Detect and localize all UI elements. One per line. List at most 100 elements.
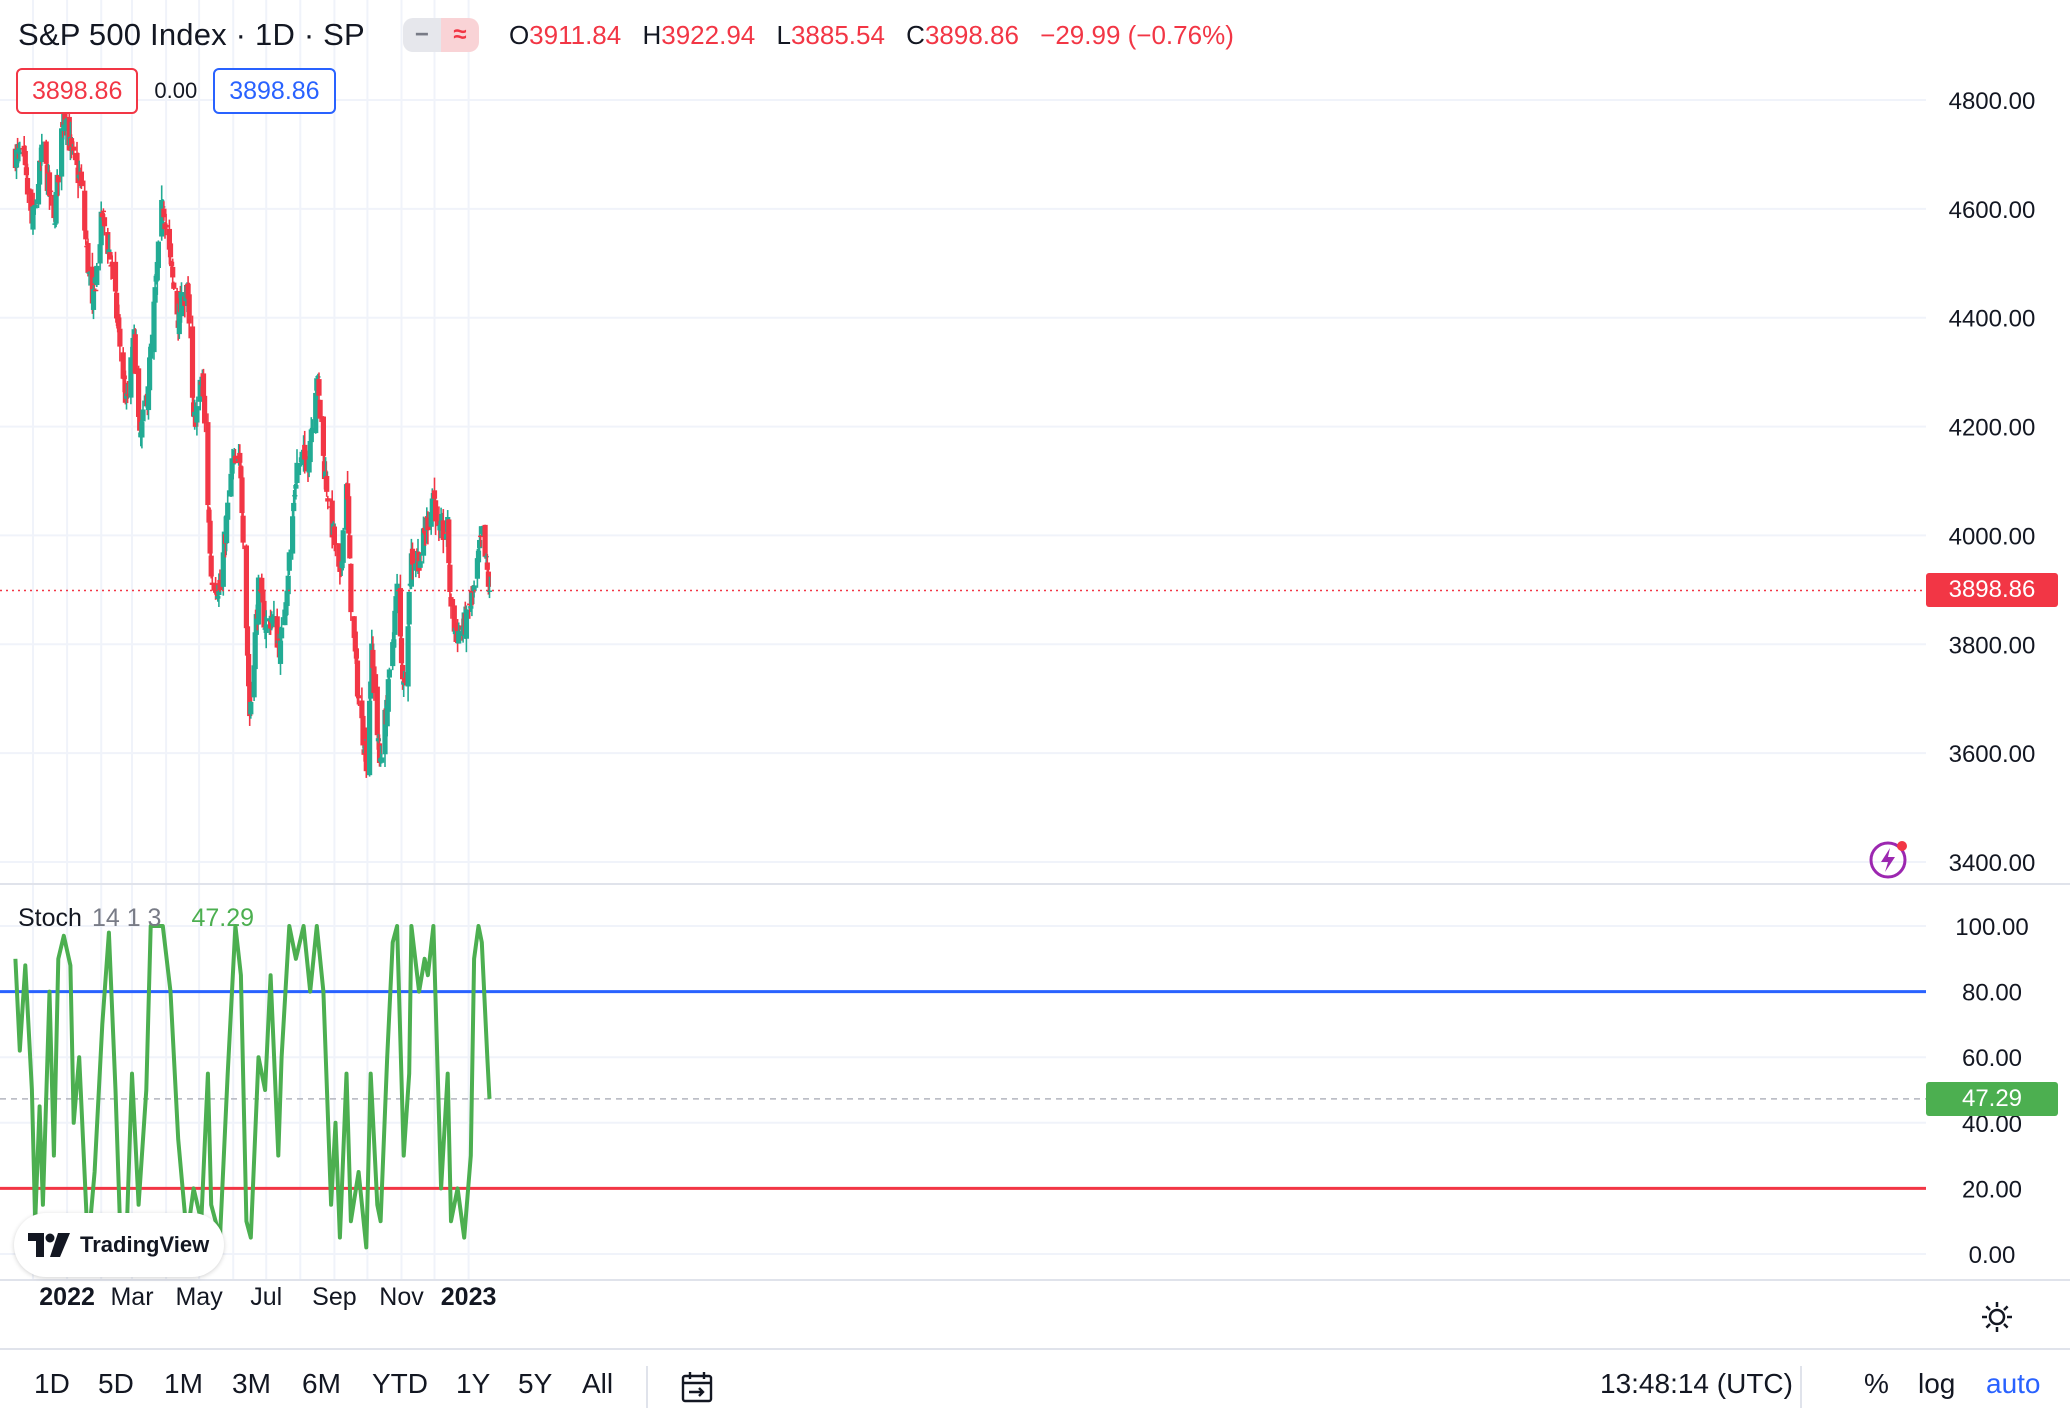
range-5y-button[interactable]: 5Y (518, 1368, 553, 1399)
candle-body (351, 616, 357, 638)
candle-body (30, 206, 36, 230)
candle-body (13, 148, 20, 168)
price-axis-tick: 4000.00 (1949, 523, 2036, 550)
stoch-series (13, 924, 492, 1250)
candle-body (285, 575, 291, 595)
settings-gear-icon[interactable] (1980, 1300, 2014, 1334)
candle-body (228, 473, 234, 497)
candle-body (446, 519, 452, 564)
candle-body (316, 379, 322, 396)
candle-body (329, 500, 335, 538)
candle-body (167, 243, 174, 258)
log-scale-toggle[interactable]: log (1918, 1368, 1956, 1399)
candle-body (284, 590, 290, 606)
candle-body (440, 520, 446, 541)
candle-body (346, 496, 352, 534)
auto-scale-toggle[interactable]: auto (1986, 1368, 2041, 1399)
sell-price-box[interactable]: 3898.86 (16, 68, 139, 114)
clock-readout[interactable]: 13:48:14 (UTC) (1600, 1368, 1793, 1399)
range-1d-button[interactable]: 1D (34, 1368, 70, 1399)
candle-body (98, 211, 104, 246)
lightning-icon[interactable] (1868, 840, 1908, 880)
candle-body (313, 392, 319, 434)
candle-body (24, 177, 31, 195)
candle-body (308, 429, 314, 443)
symbol-title[interactable]: S&P 500 Index · 1D · SP (18, 17, 365, 52)
percent-scale-toggle[interactable]: % (1864, 1368, 1889, 1399)
candle-body (392, 610, 398, 635)
candle-body (390, 642, 396, 667)
chart-canvas[interactable]: 4800.00 4600.00 4400.00 4200.00 4000.00 3800.… (0, 0, 2070, 1348)
candle-body (468, 606, 474, 609)
candle-body (268, 620, 274, 629)
candle-body (332, 543, 339, 545)
candle-body (105, 232, 111, 254)
candle-body (40, 146, 46, 149)
buy-price-box[interactable]: 3898.86 (213, 68, 336, 114)
tradingview-icon (28, 1233, 70, 1257)
candle-body (224, 515, 230, 544)
approx-icon[interactable]: ≈ (440, 18, 479, 52)
candle-body (52, 223, 58, 225)
candle-body (152, 287, 158, 303)
candle-body (397, 588, 403, 637)
candle-body (263, 624, 269, 633)
candle-body (197, 379, 203, 402)
time-axis-tick: May (175, 1283, 223, 1311)
candle-body (238, 466, 244, 479)
range-all-button[interactable]: All (582, 1368, 614, 1399)
candle-body (331, 526, 337, 546)
candle-body (484, 562, 490, 570)
candle-body (145, 386, 152, 411)
candle-body (62, 108, 68, 125)
range-1m-button[interactable]: 1M (164, 1368, 203, 1399)
candle-body (78, 171, 84, 187)
minus-icon[interactable]: − (402, 18, 441, 52)
candle-body (391, 639, 397, 648)
candle-body (161, 208, 167, 218)
high-label: H (642, 19, 662, 50)
candle-body (100, 210, 106, 213)
candle-body (456, 631, 462, 644)
stoch-legend[interactable]: Stoch 14 1 3 47.29 (18, 904, 254, 933)
range-5d-button[interactable]: 5D (98, 1368, 134, 1399)
date-range-icon[interactable] (680, 1370, 714, 1404)
candle-body (229, 458, 235, 474)
candle-body (382, 709, 388, 755)
candle-body (483, 555, 489, 558)
candle-body (325, 498, 331, 502)
candle-body (139, 422, 145, 438)
candle-body (206, 509, 212, 523)
candle-body (463, 609, 469, 639)
candle-body (255, 577, 262, 625)
candle-body (353, 648, 359, 659)
range-1y-button[interactable]: 1Y (456, 1368, 491, 1399)
candle-body (478, 535, 484, 538)
candle-body (46, 172, 53, 196)
candle-body (279, 627, 285, 639)
candle-body (107, 252, 113, 260)
tradingview-logo[interactable]: TradingView (14, 1213, 224, 1277)
candle-body (420, 528, 427, 556)
candle-body (239, 477, 245, 514)
price-axis-tick: 3800.00 (1949, 632, 2036, 659)
price-boxes: 3898.86 0.00 3898.86 (16, 68, 336, 114)
stoch-axis-tick: 80.00 (1962, 980, 2022, 1007)
close-label: C (906, 19, 925, 50)
candle-body (116, 317, 122, 329)
candle-body (474, 558, 480, 579)
range-ytd-button[interactable]: YTD (372, 1368, 428, 1399)
candle-body (90, 288, 97, 310)
candle-body (159, 199, 165, 237)
candle-body (74, 152, 80, 166)
indicator-toggle[interactable]: − ≈ (402, 18, 479, 52)
candle-body (323, 471, 329, 478)
candle-body (467, 603, 473, 606)
candle-body (315, 376, 321, 378)
stoch-value-badge: 47.29 (1926, 1081, 2058, 1116)
range-3m-button[interactable]: 3M (232, 1368, 271, 1399)
range-6m-button[interactable]: 6M (302, 1368, 341, 1399)
candle-body (59, 128, 65, 177)
candle-body (431, 490, 438, 499)
candle-body (429, 498, 435, 519)
